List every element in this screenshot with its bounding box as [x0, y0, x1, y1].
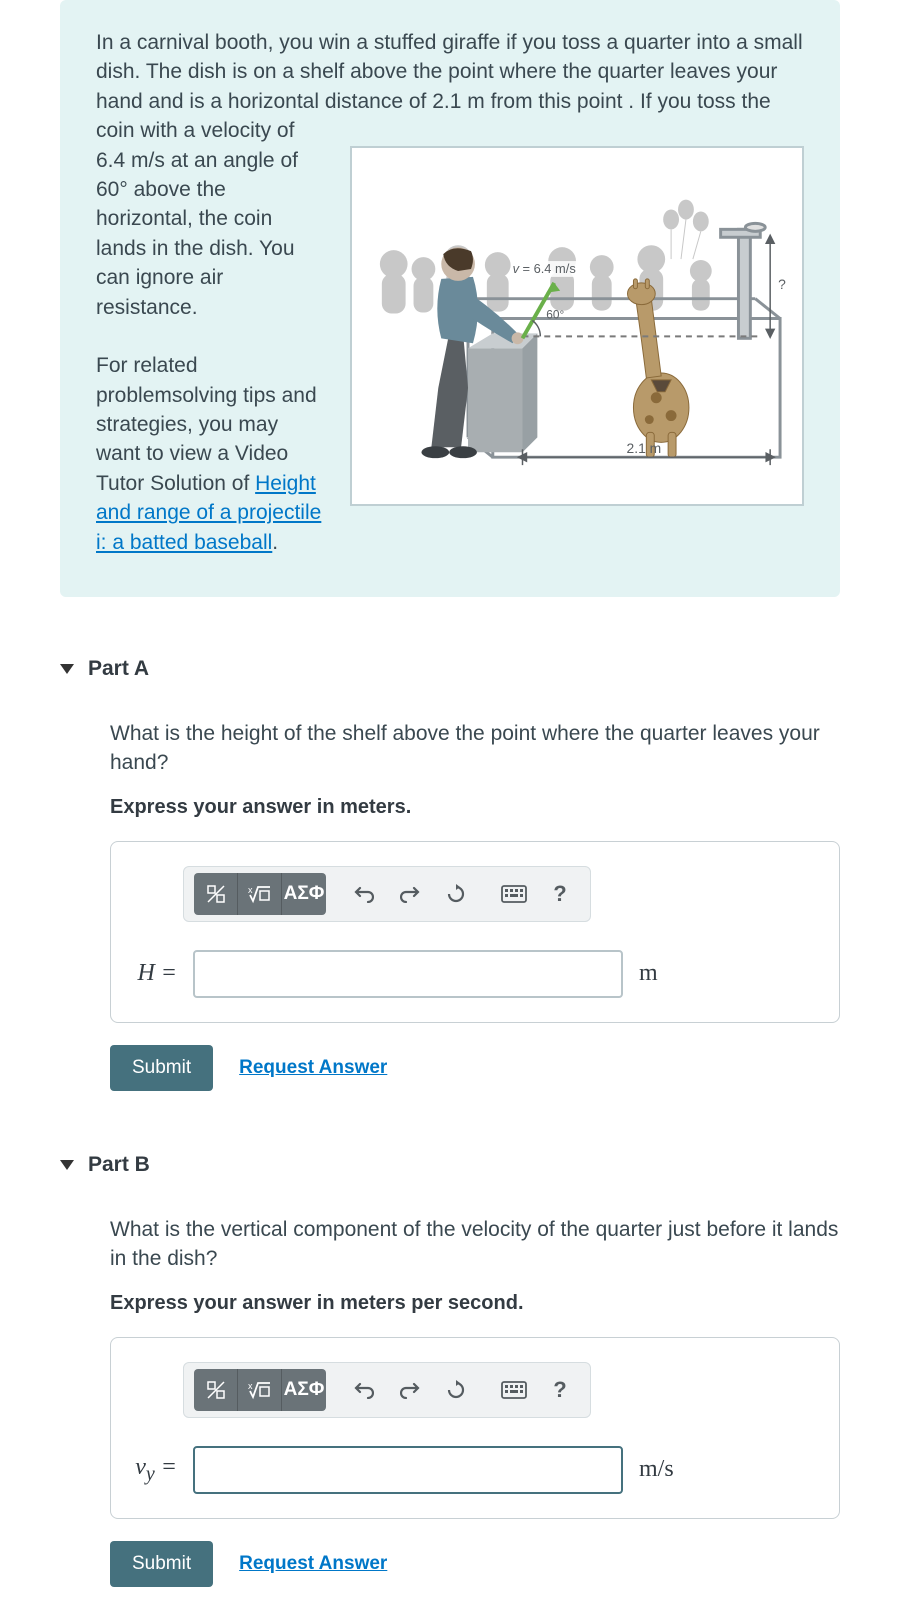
problem-left-column: 6.4 m/s at an angle of 60° above the hor…	[96, 146, 326, 557]
part-b-answer-input[interactable]	[193, 1446, 623, 1494]
fraction-icon	[205, 883, 227, 905]
part-b-header[interactable]: Part B	[60, 1133, 840, 1197]
problem-intro: In a carnival booth, you win a stuffed g…	[96, 28, 804, 146]
fig-unknown-label: ?	[778, 275, 786, 291]
caret-down-icon	[60, 1160, 74, 1170]
problem-left-2-post: .	[272, 531, 278, 554]
root-template-button[interactable]: x	[238, 1369, 282, 1411]
root-icon: x	[248, 883, 272, 905]
undo-icon	[354, 885, 374, 903]
part-b-question: What is the vertical component of the ve…	[110, 1215, 840, 1274]
equation-toolbar: x ΑΣΦ ?	[183, 1362, 591, 1418]
equation-toolbar: x ΑΣΦ ?	[183, 866, 591, 922]
tool-group-main: x ΑΣΦ	[194, 873, 326, 915]
fig-angle-label: 60°	[546, 307, 564, 321]
fraction-template-button[interactable]	[194, 1369, 238, 1411]
part-b-var-label: vy =	[127, 1454, 177, 1486]
tool-group-main: x ΑΣΦ	[194, 1369, 326, 1411]
reset-button[interactable]	[436, 873, 476, 915]
redo-button[interactable]	[390, 873, 430, 915]
reset-icon	[446, 884, 466, 904]
part-a-section: Part A What is the height of the shelf a…	[60, 637, 840, 1121]
figure-svg: v = 6.4 m/s 60° ? 2.1 m	[364, 160, 790, 493]
keyboard-button[interactable]	[494, 1369, 534, 1411]
root-icon: x	[248, 1379, 272, 1401]
part-b-unit: m/s	[639, 1456, 674, 1483]
keyboard-button[interactable]	[494, 873, 534, 915]
keyboard-icon	[501, 1381, 527, 1399]
fig-velocity-value: = 6.4 m/s	[523, 260, 576, 275]
part-b-answer-box: x ΑΣΦ ?	[110, 1337, 840, 1519]
symbols-button[interactable]: ΑΣΦ	[282, 873, 326, 915]
part-a-instruction: Express your answer in meters.	[110, 796, 840, 819]
part-a-header[interactable]: Part A	[60, 637, 840, 701]
part-a-answer-box: x ΑΣΦ ?	[110, 841, 840, 1023]
part-a-answer-input[interactable]	[193, 950, 623, 998]
redo-button[interactable]	[390, 1369, 430, 1411]
part-b-section: Part B What is the vertical component of…	[60, 1133, 840, 1617]
part-a-submit-button[interactable]: Submit	[110, 1045, 213, 1091]
part-b-request-answer-link[interactable]: Request Answer	[239, 1553, 387, 1575]
reset-button[interactable]	[436, 1369, 476, 1411]
fraction-icon	[205, 1379, 227, 1401]
part-a-question: What is the height of the shelf above th…	[110, 719, 840, 778]
fig-distance-label: 2.1 m	[627, 440, 662, 456]
part-a-request-answer-link[interactable]: Request Answer	[239, 1057, 387, 1079]
caret-down-icon	[60, 664, 74, 674]
part-a-var-label: H =	[127, 960, 177, 987]
reset-icon	[446, 1380, 466, 1400]
part-b-submit-button[interactable]: Submit	[110, 1541, 213, 1587]
redo-icon	[400, 1381, 420, 1399]
problem-left-1: 6.4 m/s at an angle of 60° above the hor…	[96, 149, 298, 319]
keyboard-icon	[501, 885, 527, 903]
part-b-title: Part B	[88, 1153, 150, 1177]
problem-figure: v = 6.4 m/s 60° ? 2.1 m	[350, 146, 804, 506]
part-b-instruction: Express your answer in meters per second…	[110, 1292, 840, 1315]
help-button[interactable]: ?	[540, 1369, 580, 1411]
part-a-unit: m	[639, 960, 658, 987]
undo-icon	[354, 1381, 374, 1399]
symbols-button[interactable]: ΑΣΦ	[282, 1369, 326, 1411]
redo-icon	[400, 885, 420, 903]
svg-text:x: x	[248, 1381, 253, 1391]
root-template-button[interactable]: x	[238, 873, 282, 915]
fraction-template-button[interactable]	[194, 873, 238, 915]
undo-button[interactable]	[344, 1369, 384, 1411]
part-a-title: Part A	[88, 657, 149, 681]
help-button[interactable]: ?	[540, 873, 580, 915]
svg-text:x: x	[248, 885, 253, 895]
undo-button[interactable]	[344, 873, 384, 915]
problem-statement: In a carnival booth, you win a stuffed g…	[60, 0, 840, 597]
